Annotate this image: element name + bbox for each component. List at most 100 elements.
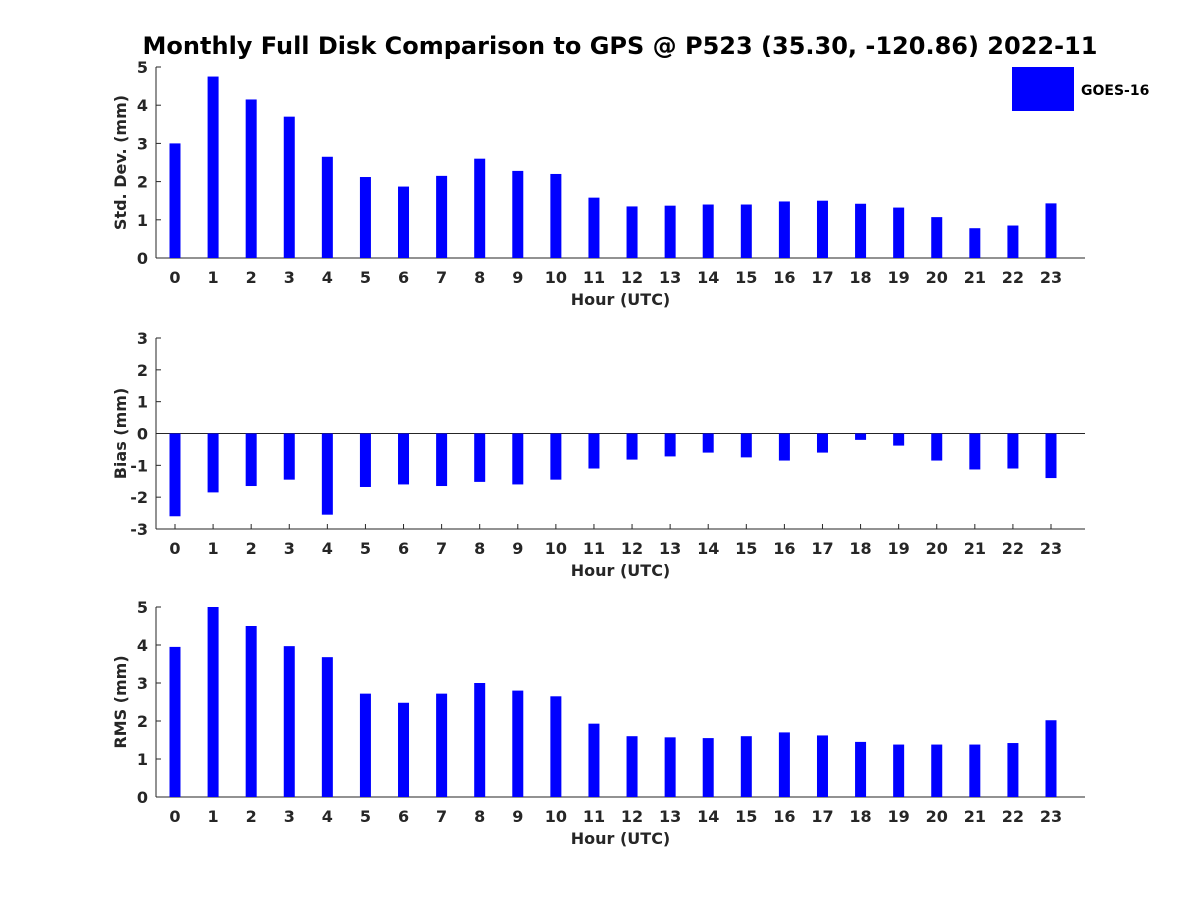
bar: [169, 646, 181, 797]
y-axis-label: Std. Dev. (mm): [111, 95, 130, 230]
bar: [398, 186, 410, 258]
x-tick-label: 10: [545, 539, 567, 558]
bar: [436, 433, 448, 487]
x-tick-label: 20: [926, 807, 948, 826]
bar: [893, 207, 905, 258]
bar: [398, 702, 410, 797]
bar: [550, 433, 562, 480]
y-tick-label: -2: [130, 488, 148, 507]
x-tick-label: 17: [811, 539, 833, 558]
x-tick-label: 6: [398, 539, 409, 558]
bar: [359, 693, 371, 797]
x-axis-label: Hour (UTC): [571, 290, 671, 309]
bar: [359, 177, 371, 258]
bar: [474, 158, 486, 258]
bar: [550, 696, 562, 797]
x-tick-label: 23: [1040, 539, 1062, 558]
x-tick-label: 15: [735, 539, 757, 558]
bar: [969, 228, 981, 258]
bar: [474, 683, 486, 797]
x-tick-label: 19: [888, 539, 910, 558]
x-tick-label: 11: [583, 539, 605, 558]
x-tick-label: 23: [1040, 807, 1062, 826]
bar: [740, 204, 752, 258]
y-tick-label: 4: [137, 636, 148, 655]
x-tick-label: 21: [964, 268, 986, 287]
legend: GOES-16: [1012, 67, 1149, 111]
chart-title: Monthly Full Disk Comparison to GPS @ P5…: [143, 32, 1098, 60]
x-tick-label: 0: [169, 807, 180, 826]
bar: [893, 433, 905, 446]
bar: [740, 433, 752, 458]
bar: [474, 433, 486, 482]
x-tick-label: 4: [322, 807, 333, 826]
y-tick-label: 5: [137, 598, 148, 617]
x-tick-label: 11: [583, 268, 605, 287]
y-tick-label: -3: [130, 520, 148, 539]
bar: [816, 735, 828, 797]
bar: [588, 197, 600, 258]
x-tick-label: 4: [322, 268, 333, 287]
y-tick-label: 2: [137, 173, 148, 192]
bar: [207, 607, 219, 797]
bar: [321, 156, 333, 258]
x-tick-label: 20: [926, 268, 948, 287]
bar: [702, 433, 714, 453]
x-tick-label: 19: [888, 268, 910, 287]
x-tick-label: 15: [735, 807, 757, 826]
x-tick-label: 18: [849, 807, 871, 826]
bar: [321, 657, 333, 797]
x-tick-label: 13: [659, 268, 681, 287]
bar: [245, 99, 257, 258]
y-tick-label: 3: [137, 329, 148, 348]
bar: [321, 433, 333, 515]
x-tick-label: 7: [436, 268, 447, 287]
x-tick-label: 14: [697, 807, 719, 826]
bar: [931, 744, 943, 797]
x-tick-label: 16: [773, 539, 795, 558]
x-tick-label: 2: [246, 539, 257, 558]
x-tick-label: 16: [773, 268, 795, 287]
x-tick-label: 22: [1002, 268, 1024, 287]
x-tick-label: 18: [849, 539, 871, 558]
bar: [207, 433, 219, 493]
bar: [1045, 433, 1057, 479]
y-tick-label: 1: [137, 211, 148, 230]
bar: [283, 646, 295, 797]
bar: [588, 723, 600, 797]
bar: [969, 433, 981, 470]
x-tick-label: 13: [659, 807, 681, 826]
bar: [626, 206, 638, 258]
x-tick-label: 8: [474, 807, 485, 826]
x-tick-label: 6: [398, 807, 409, 826]
bar: [1045, 203, 1057, 258]
bar: [626, 736, 638, 797]
bar: [436, 175, 448, 258]
y-tick-label: 5: [137, 58, 148, 77]
y-tick-label: 2: [137, 361, 148, 380]
bar: [169, 433, 181, 517]
x-axis-label: Hour (UTC): [571, 829, 671, 848]
y-axis-label: RMS (mm): [111, 655, 130, 748]
x-tick-label: 9: [512, 268, 523, 287]
bar: [855, 203, 867, 258]
x-tick-label: 11: [583, 807, 605, 826]
x-tick-label: 3: [284, 539, 295, 558]
y-tick-label: 1: [137, 750, 148, 769]
x-tick-label: 3: [284, 807, 295, 826]
x-tick-label: 2: [246, 268, 257, 287]
bar: [398, 433, 410, 485]
x-tick-label: 9: [512, 539, 523, 558]
bar: [855, 741, 867, 797]
x-tick-label: 12: [621, 268, 643, 287]
y-tick-label: 1: [137, 393, 148, 412]
x-tick-label: 6: [398, 268, 409, 287]
x-tick-label: 18: [849, 268, 871, 287]
bar: [283, 433, 295, 480]
x-tick-label: 17: [811, 268, 833, 287]
bar: [702, 204, 714, 258]
legend-label: GOES-16: [1081, 83, 1149, 99]
bar: [512, 170, 524, 258]
